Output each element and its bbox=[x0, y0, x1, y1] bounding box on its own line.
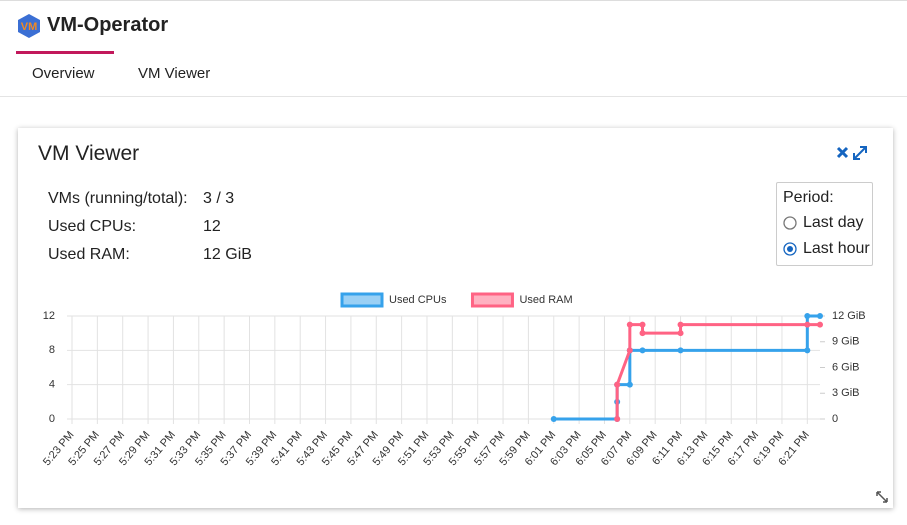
y-tick-label: 12 bbox=[43, 310, 55, 322]
data-point bbox=[614, 416, 621, 422]
data-point bbox=[677, 321, 684, 328]
period-box: Period: Last day Last hour bbox=[776, 182, 873, 266]
y2-tick-label: 12 GiB bbox=[832, 310, 866, 322]
panel: VM Viewer VMs (running/total): 3 / 3 Use… bbox=[18, 128, 893, 508]
logo: VM bbox=[18, 14, 40, 38]
data-point bbox=[626, 321, 633, 328]
y-tick-label: 0 bbox=[49, 413, 55, 425]
period-label: Period: bbox=[783, 189, 834, 206]
stat-label: VMs (running/total): bbox=[48, 190, 188, 207]
data-point bbox=[677, 347, 684, 354]
data-point bbox=[804, 313, 811, 319]
radio-label: Last day bbox=[803, 214, 864, 231]
y2-tick-label: 3 GiB bbox=[832, 387, 860, 399]
y2-tick-label: 6 GiB bbox=[832, 361, 860, 373]
radio-option[interactable]: Last day bbox=[783, 214, 863, 232]
tab-indicator bbox=[16, 51, 114, 54]
data-point bbox=[817, 321, 823, 328]
data-point bbox=[804, 347, 811, 354]
stat-value: 3 / 3 bbox=[203, 190, 235, 207]
y2-tick-label: 0 bbox=[832, 413, 838, 425]
series-line bbox=[615, 323, 820, 419]
data-point bbox=[677, 330, 684, 337]
panel-title: VM Viewer bbox=[38, 142, 140, 165]
radio-label: Last hour bbox=[803, 240, 870, 257]
y2-tick-label: 9 GiB bbox=[832, 336, 860, 348]
app-title: VM-Operator bbox=[47, 14, 169, 36]
y-tick-label: 4 bbox=[49, 379, 55, 391]
tab[interactable]: Overview bbox=[32, 65, 95, 82]
data-point bbox=[626, 347, 633, 354]
data-point bbox=[639, 321, 646, 328]
panel-icons[interactable] bbox=[836, 145, 868, 161]
data-point bbox=[639, 330, 646, 337]
data-point bbox=[550, 416, 557, 422]
data-point bbox=[626, 381, 633, 388]
legend-label: Used RAM bbox=[519, 294, 572, 306]
stat-value: 12 bbox=[203, 218, 221, 235]
stat-value: 12 GiB bbox=[203, 246, 252, 263]
y-tick-label: 8 bbox=[49, 344, 55, 356]
data-point bbox=[804, 321, 811, 328]
stat-label: Used CPUs: bbox=[48, 218, 137, 235]
resize-handle[interactable] bbox=[875, 490, 889, 504]
series-line bbox=[553, 314, 820, 421]
data-point bbox=[639, 347, 646, 354]
stat-label: Used RAM: bbox=[48, 246, 130, 263]
svg-text:VM: VM bbox=[21, 21, 38, 33]
legend-label: Used CPUs bbox=[389, 294, 447, 306]
radio[interactable] bbox=[783, 216, 797, 230]
legend-swatch bbox=[340, 292, 384, 308]
data-point bbox=[614, 381, 621, 388]
legend-swatch bbox=[470, 292, 514, 308]
header: VM VM-Operator Overview VM Viewer bbox=[0, 0, 907, 97]
radio-option[interactable]: Last hour bbox=[783, 240, 870, 258]
data-point bbox=[817, 313, 823, 319]
tab[interactable]: VM Viewer bbox=[138, 65, 211, 82]
radio[interactable] bbox=[783, 242, 797, 256]
